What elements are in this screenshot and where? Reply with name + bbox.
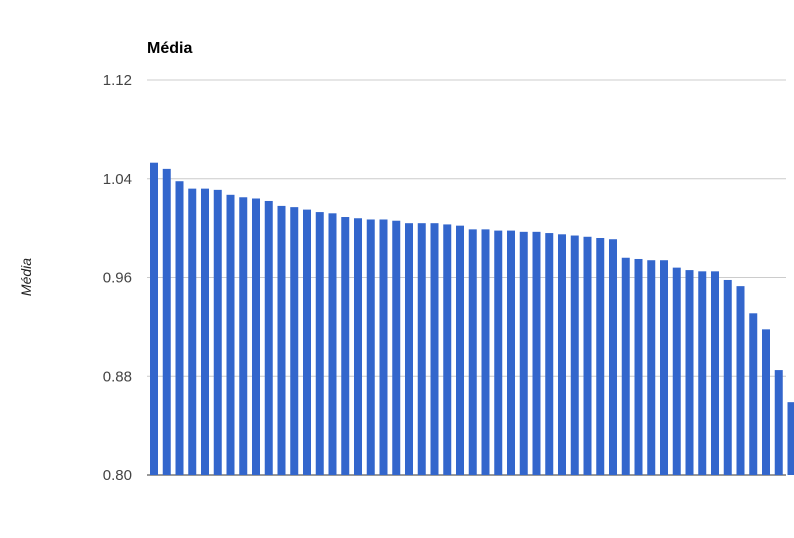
y-tick-labels: 0.80 0.88 0.96 1.04 1.12 [103,72,132,484]
bar [596,238,605,475]
bar [558,234,566,475]
bar [634,258,643,475]
bar [201,188,209,475]
bar [226,194,235,476]
bar [481,229,490,475]
bar [150,162,158,475]
bar [583,236,592,475]
bar [762,329,770,475]
bar [405,223,413,475]
bar [711,271,719,475]
bar [723,279,732,475]
bar [213,189,222,476]
bar [672,267,681,475]
y-tick-label: 1.04 [103,171,132,188]
bar [468,229,477,475]
bar [660,260,668,475]
bar [303,209,311,476]
bar [239,197,248,475]
bar [430,223,439,475]
bar [315,212,324,475]
bar [519,231,528,475]
y-tick-label: 1.12 [103,72,132,89]
bar [392,220,401,475]
bar [264,200,273,475]
bar [749,313,758,475]
y-tick-label: 0.80 [103,467,132,484]
bar [328,213,337,475]
bar [366,219,375,475]
y-axis-label: Média [18,258,34,296]
bar [417,223,426,475]
bar [507,230,515,475]
bar [188,188,197,475]
bar [277,205,286,475]
bar [698,271,707,475]
bar [736,286,745,475]
bar [252,198,260,475]
bar [532,231,541,475]
bar [685,270,694,475]
bar [443,224,452,475]
bar [456,225,464,475]
bar [175,181,184,475]
chart-title: Média [147,40,192,57]
bar [354,218,362,475]
bar [290,207,299,475]
bar [570,235,579,475]
bar [787,402,794,475]
bar [341,217,350,475]
bar [621,257,630,475]
bar [774,370,783,475]
y-tick-label: 0.88 [103,368,132,385]
bar [609,239,617,475]
bar [647,260,656,475]
bars [150,162,794,476]
bar [545,233,554,475]
bar [494,230,503,475]
bar [379,219,388,475]
bar [162,168,171,475]
y-tick-label: 0.96 [103,270,132,287]
